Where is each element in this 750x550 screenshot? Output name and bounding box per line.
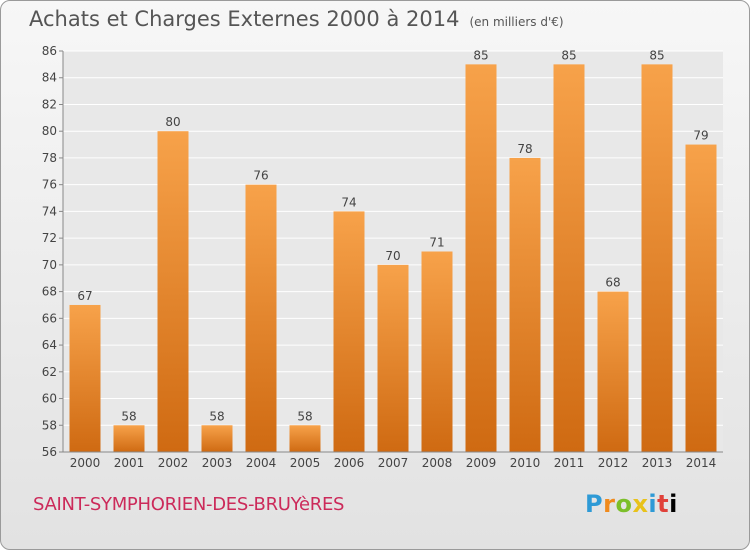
x-tick-label: 2003 xyxy=(202,456,233,470)
x-tick-label: 2010 xyxy=(510,456,541,470)
x-tick-label: 2002 xyxy=(158,456,189,470)
bar xyxy=(289,425,321,452)
bar xyxy=(113,425,145,452)
bar xyxy=(421,251,453,452)
bar-value-label: 80 xyxy=(165,115,180,129)
bar xyxy=(377,264,409,452)
x-tick-label: 2013 xyxy=(642,456,673,470)
x-tick-label: 2005 xyxy=(290,456,321,470)
y-tick-label: 66 xyxy=(42,311,57,325)
bar-value-label: 85 xyxy=(561,48,576,62)
bar xyxy=(465,64,497,452)
bar xyxy=(597,291,629,452)
y-tick-label: 76 xyxy=(42,178,57,192)
logo-letter: x xyxy=(632,490,649,518)
y-tick-label: 64 xyxy=(42,338,57,352)
y-tick-label: 80 xyxy=(42,124,57,138)
x-tick-label: 2004 xyxy=(246,456,277,470)
proxiti-logo: Proxiti xyxy=(585,490,678,518)
bar-value-label: 85 xyxy=(473,48,488,62)
chart-unit: (en milliers d'€) xyxy=(469,15,564,29)
bar-value-label: 85 xyxy=(649,48,664,62)
y-tick-label: 70 xyxy=(42,258,57,272)
bar-value-label: 71 xyxy=(429,236,444,250)
y-tick-label: 62 xyxy=(42,365,57,379)
chart-title-text: Achats et Charges Externes 2000 à 2014 xyxy=(29,7,460,31)
bar xyxy=(201,425,233,452)
x-tick-label: 2012 xyxy=(598,456,629,470)
x-tick-label: 2011 xyxy=(554,456,585,470)
y-tick-label: 78 xyxy=(42,151,57,165)
x-tick-label: 2014 xyxy=(686,456,717,470)
y-tick-label: 68 xyxy=(42,285,57,299)
bar-value-label: 78 xyxy=(517,142,532,156)
y-tick-label: 84 xyxy=(42,71,57,85)
bar-value-label: 58 xyxy=(297,409,312,423)
logo-letter: r xyxy=(603,490,616,518)
logo-letter: i xyxy=(648,490,658,518)
y-tick-label: 72 xyxy=(42,231,57,245)
bar-value-label: 70 xyxy=(385,249,400,263)
bar-value-label: 76 xyxy=(253,169,268,183)
y-tick-label: 82 xyxy=(42,97,57,111)
y-tick-label: 56 xyxy=(42,445,57,459)
y-tick-label: 60 xyxy=(42,392,57,406)
bar xyxy=(69,304,101,452)
x-axis: 2000 2001 2002 2003 2004 2005 2006 2007 2008 2009… xyxy=(63,451,723,470)
x-tick-label: 2007 xyxy=(378,456,409,470)
logo-letter: o xyxy=(615,490,633,518)
logo-letter: i xyxy=(669,490,678,518)
x-tick-label: 2000 xyxy=(70,456,101,470)
bar xyxy=(685,144,717,453)
bar xyxy=(509,157,541,452)
bar-value-label: 68 xyxy=(605,276,620,290)
bar xyxy=(333,211,365,452)
bar-value-label: 74 xyxy=(341,195,356,209)
x-tick-label: 2001 xyxy=(114,456,145,470)
bar xyxy=(553,64,585,452)
bar xyxy=(157,131,189,452)
bar-value-label: 58 xyxy=(209,409,224,423)
x-tick-label: 2009 xyxy=(466,456,497,470)
bar xyxy=(641,64,673,452)
y-tick-label: 74 xyxy=(42,204,57,218)
logo-letter: P xyxy=(585,490,604,518)
y-tick-label: 58 xyxy=(42,418,57,432)
x-tick-label: 2006 xyxy=(334,456,365,470)
bar xyxy=(245,184,277,452)
x-tick-label: 2008 xyxy=(422,456,453,470)
y-tick-label: 86 xyxy=(42,44,57,58)
bar-value-label: 67 xyxy=(77,289,92,303)
logo-letter: t xyxy=(657,490,670,518)
bar-value-label: 79 xyxy=(693,129,708,143)
town-name: SAINT-SYMPHORIEN-DES-BRUYèRES xyxy=(33,494,345,515)
y-axis: 56 58 60 62 64 66 68 70 72 74 76 78 80 82 84 86 xyxy=(42,44,64,459)
bar-value-label: 58 xyxy=(121,409,136,423)
bars: 67 58 80 58 76 58 74 70 71 85 78 85 68 85 79 xyxy=(69,48,717,453)
chart-title: Achats et Charges Externes 2000 à 2014 (e… xyxy=(29,7,564,31)
